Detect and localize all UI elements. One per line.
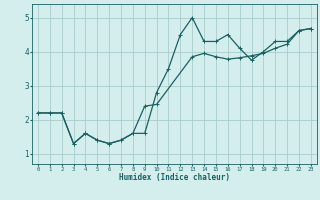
X-axis label: Humidex (Indice chaleur): Humidex (Indice chaleur) (119, 173, 230, 182)
